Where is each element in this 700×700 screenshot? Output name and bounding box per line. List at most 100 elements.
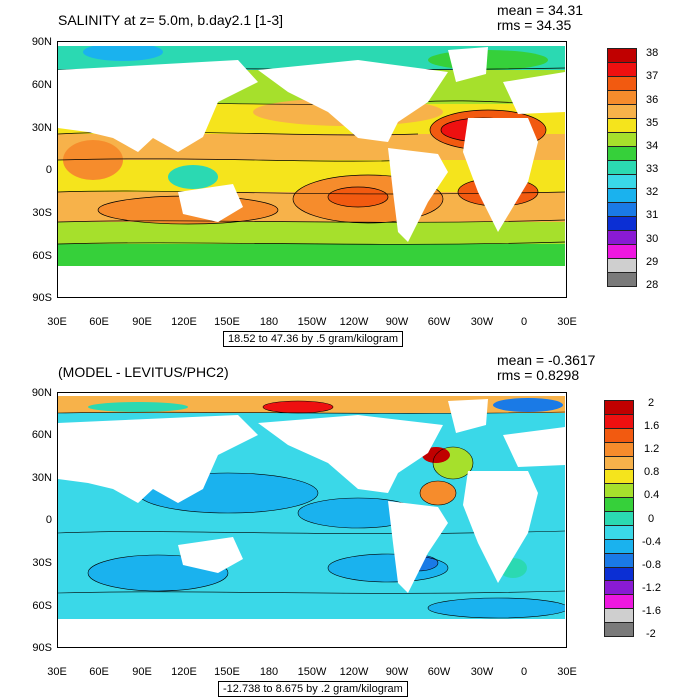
panel1-title: SALINITY at z= 5.0m, b.day2.1 [1-3] [58,12,284,28]
panel1-lon-label: 120W [339,316,369,328]
colorbar-swatch [604,511,634,526]
panel2-lon-label: 120W [339,666,369,678]
colorbar-swatch [607,272,637,287]
colorbar-swatch [604,566,634,582]
colorbar-swatch [604,427,634,443]
panel1-lat-label: 90S [32,292,52,304]
panel1-salinity-field [58,42,565,296]
colorbar-swatch [607,160,637,175]
colorbar-swatch [607,90,637,105]
panel2-lat-label: 60N [31,429,52,441]
colorbar-swatch [607,230,637,245]
panel2-colorbar-label: 2 [648,397,655,409]
colorbar-swatch [604,622,634,637]
panel1-colorbar-label: 31 [646,209,659,221]
colorbar-swatch [604,413,634,429]
panel1-colorbar-label: 35 [646,117,659,129]
colorbar-swatch [607,132,637,147]
panel2-lat-label: 30N [31,472,52,484]
panel1-lon-label: 150W [297,316,327,328]
panel1-lon-label: 30E [557,316,577,328]
panel1-colorbar-label: 30 [646,233,659,245]
panel1-colorbar-label: 36 [646,94,659,106]
panel1-lon-label: 150E [214,316,240,328]
panel2-lat-label: 60S [32,600,52,612]
panel1-lon-label: 120E [171,316,197,328]
panel2-lat-label: 90N [31,387,52,399]
colorbar-swatch [607,202,637,217]
panel1-mean: mean = 34.31 [497,2,584,18]
colorbar-swatch [607,118,637,133]
panel1-lon-label: 60W [427,316,451,328]
colorbar-swatch [604,400,634,415]
panel1-colorbar [607,48,637,287]
colorbar-swatch [607,258,637,273]
panel2-lat-label: 90S [32,642,52,654]
colorbar-swatch [607,76,637,91]
panel2-lon-label: 150W [297,666,327,678]
panel1-lat-label: 0 [45,164,52,176]
colorbar-swatch [604,469,634,485]
panel1-lat-label: 30S [32,207,52,219]
panel1-lat-label: 30N [31,122,52,134]
panel2-colorbar-label: 0.4 [644,489,660,501]
panel2-colorbar-label: -0.8 [642,559,661,571]
colorbar-swatch [607,216,637,231]
colorbar-swatch [607,174,637,189]
panel2-map [57,392,567,648]
colorbar-swatch [604,608,634,624]
colorbar-swatch [607,146,637,161]
panel2-lon-label: 30E [557,666,577,678]
panel1-map [57,41,567,298]
colorbar-swatch [604,552,634,568]
colorbar-swatch [607,48,637,63]
panel2-range-label: -12.738 to 8.675 by .2 gram/kilogram [218,681,408,697]
panel1-colorbar-label: 33 [646,163,659,175]
panel2-lon-label: 30W [470,666,494,678]
panel2-mean: mean = -0.3617 [497,352,596,368]
colorbar-swatch [604,455,634,471]
panel1-colorbar-label: 34 [646,140,659,152]
panel1-lon-label: 60E [89,316,109,328]
panel1-lon-label: 0 [520,316,528,328]
panel2-colorbar [604,400,634,637]
panel2-colorbar-label: 1.6 [644,420,660,432]
panel2-colorbar-label: 0 [648,513,655,525]
panel2-lat-label: 30S [32,557,52,569]
panel2-lon-label: 180 [259,666,279,678]
panel2-rms: rms = 0.8298 [497,367,580,383]
panel1-lon-label: 90W [385,316,409,328]
panel2-title: (MODEL - LEVITUS/PHC2) [58,364,229,380]
panel2-lon-label: 120E [171,666,197,678]
colorbar-swatch [607,62,637,77]
panel1-colorbar-label: 29 [646,256,659,268]
panel1-colorbar-label: 37 [646,70,659,82]
colorbar-swatch [607,104,637,119]
panel2-lat-label: 0 [45,514,52,526]
colorbar-swatch [604,483,634,499]
panel2-lon-label: 150E [214,666,240,678]
panel2-lon-label: 60E [89,666,109,678]
panel1-lon-label: 30E [47,316,67,328]
panel2-colorbar-label: -0.4 [642,536,661,548]
colorbar-swatch [604,580,634,596]
panel2-colorbar-label: -2 [646,628,656,640]
panel2-lon-label: 60W [427,666,451,678]
colorbar-swatch [604,538,634,554]
colorbar-swatch [604,441,634,457]
panel2-lon-label: 30E [47,666,67,678]
panel1-lat-label: 90N [31,36,52,48]
panel1-lat-label: 60S [32,250,52,262]
panel1-rms: rms = 34.35 [497,17,572,33]
panel1-colorbar-label: 28 [646,279,659,291]
colorbar-swatch [604,524,634,540]
panel2-colorbar-label: -1.2 [642,582,661,594]
panel2-colorbar-label: 0.8 [644,466,660,478]
panel1-colorbar-label: 32 [646,186,659,198]
panel1-lon-label: 30W [470,316,494,328]
panel1-colorbar-label: 38 [646,47,659,59]
panel2-lon-label: 0 [520,666,528,678]
panel1-lon-label: 180 [259,316,279,328]
panel2-difference-field [58,393,565,646]
panel2-lon-label: 90W [385,666,409,678]
